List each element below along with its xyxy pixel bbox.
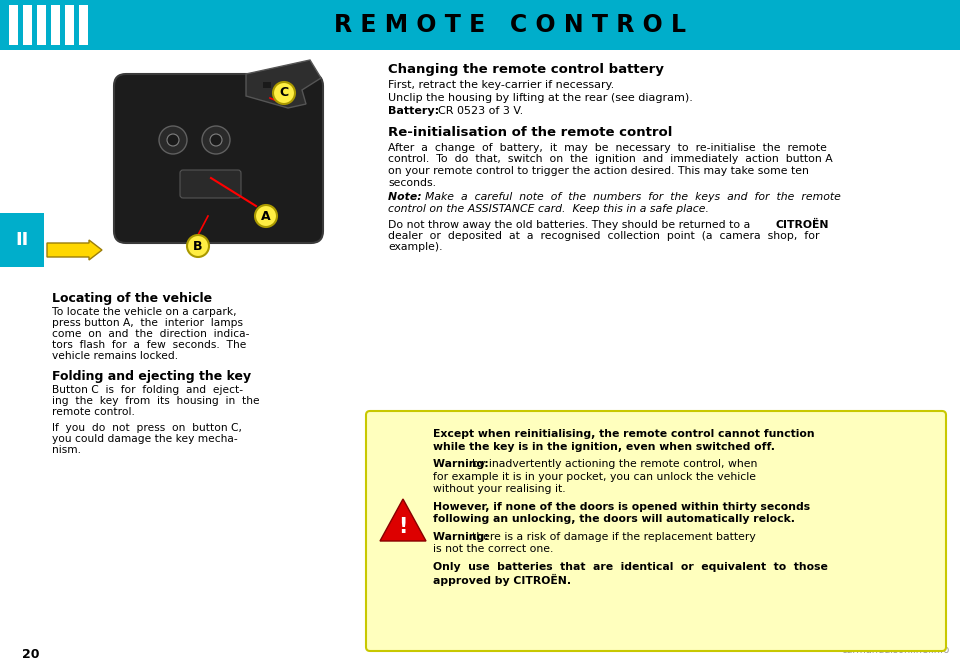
Polygon shape: [246, 60, 321, 108]
Text: Warning:: Warning:: [433, 459, 492, 469]
Text: approved by CITROËN.: approved by CITROËN.: [433, 574, 571, 586]
FancyBboxPatch shape: [366, 411, 946, 651]
Text: R E M O T E   C O N T R O L: R E M O T E C O N T R O L: [334, 13, 686, 37]
Text: dealer  or  deposited  at  a  recognised  collection  point  (a  camera  shop,  : dealer or deposited at a recognised coll…: [388, 231, 820, 241]
Text: press button A,  the  interior  lamps: press button A, the interior lamps: [52, 318, 243, 328]
Bar: [0, 0, 960, 50]
Text: come  on  and  the  direction  indica-: come on and the direction indica-: [52, 329, 250, 339]
FancyArrow shape: [47, 240, 102, 260]
Text: Make  a  careful  note  of  the  numbers  for  the  keys  and  for  the  remote: Make a careful note of the numbers for t…: [425, 192, 841, 202]
Text: Battery:: Battery:: [388, 106, 446, 116]
Text: following an unlocking, the doors will automatically relock.: following an unlocking, the doors will a…: [433, 514, 795, 524]
Text: without your realising it.: without your realising it.: [433, 484, 565, 494]
FancyBboxPatch shape: [114, 74, 323, 243]
Text: while the key is in the ignition, even when switched off.: while the key is in the ignition, even w…: [433, 442, 775, 452]
Bar: [263, 82, 271, 88]
Bar: [0, 213, 44, 267]
Bar: [37, 5, 46, 45]
Text: control on the ASSISTANCE card.  Keep this in a safe place.: control on the ASSISTANCE card. Keep thi…: [388, 204, 709, 213]
Text: After  a  change  of  battery,  it  may  be  necessary  to  re-initialise  the  : After a change of battery, it may be nec…: [388, 143, 827, 153]
Circle shape: [159, 126, 187, 154]
Text: Do not throw away the old batteries. They should be returned to a: Do not throw away the old batteries. The…: [388, 219, 754, 229]
Text: Folding and ejecting the key: Folding and ejecting the key: [52, 370, 252, 383]
Text: 20: 20: [22, 648, 39, 661]
Text: carmanualsonline.info: carmanualsonline.info: [842, 645, 950, 655]
Text: Warning:: Warning:: [433, 532, 492, 542]
Text: To locate the vehicle on a carpark,: To locate the vehicle on a carpark,: [52, 307, 236, 317]
Circle shape: [187, 235, 209, 257]
Text: C: C: [279, 86, 289, 99]
Text: !: !: [398, 517, 408, 537]
Circle shape: [167, 134, 179, 146]
Text: remote control.: remote control.: [52, 407, 134, 417]
Text: ing  the  key  from  its  housing  in  the: ing the key from its housing in the: [52, 396, 259, 406]
Bar: [9, 5, 18, 45]
Bar: [51, 5, 60, 45]
Text: Changing the remote control battery: Changing the remote control battery: [388, 63, 664, 76]
Text: seconds.: seconds.: [388, 178, 436, 188]
Text: If  you  do  not  press  on  button C,: If you do not press on button C,: [52, 423, 242, 433]
Text: example).: example).: [388, 243, 443, 253]
Text: Re-initialisation of the remote control: Re-initialisation of the remote control: [388, 126, 672, 139]
Text: on your remote control to trigger the action desired. This may take some ten: on your remote control to trigger the ac…: [388, 166, 809, 176]
Text: control.  To  do  that,  switch  on  the  ignition  and  immediately  action  bu: control. To do that, switch on the ignit…: [388, 154, 832, 164]
Text: CITROËN: CITROËN: [776, 219, 829, 229]
Bar: [23, 5, 32, 45]
Text: II: II: [15, 231, 29, 249]
Text: Button C  is  for  folding  and  eject-: Button C is for folding and eject-: [52, 385, 243, 395]
Text: is not the correct one.: is not the correct one.: [433, 544, 553, 554]
FancyBboxPatch shape: [180, 170, 241, 198]
Bar: [65, 5, 74, 45]
Text: there is a risk of damage if the replacement battery: there is a risk of damage if the replace…: [472, 532, 756, 542]
Text: for example it is in your pocket, you can unlock the vehicle: for example it is in your pocket, you ca…: [433, 471, 756, 481]
Text: tors  flash  for  a  few  seconds.  The: tors flash for a few seconds. The: [52, 340, 247, 350]
Text: Note:: Note:: [388, 192, 429, 202]
Circle shape: [255, 205, 277, 227]
Text: by inadvertently actioning the remote control, when: by inadvertently actioning the remote co…: [472, 459, 757, 469]
Circle shape: [202, 126, 230, 154]
Text: Unclip the housing by lifting at the rear (see diagram).: Unclip the housing by lifting at the rea…: [388, 93, 693, 103]
Text: A: A: [261, 210, 271, 223]
Text: you could damage the key mecha-: you could damage the key mecha-: [52, 434, 238, 444]
Circle shape: [210, 134, 222, 146]
Text: nism.: nism.: [52, 445, 81, 455]
Polygon shape: [380, 499, 426, 541]
Text: Except when reinitialising, the remote control cannot function: Except when reinitialising, the remote c…: [433, 429, 815, 439]
Text: B: B: [193, 239, 203, 253]
Text: CR 0523 of 3 V.: CR 0523 of 3 V.: [438, 106, 523, 116]
Bar: [79, 5, 88, 45]
Text: Locating of the vehicle: Locating of the vehicle: [52, 292, 212, 305]
Text: However, if none of the doors is opened within thirty seconds: However, if none of the doors is opened …: [433, 501, 810, 511]
Text: First, retract the key-carrier if necessary.: First, retract the key-carrier if necess…: [388, 80, 614, 90]
Text: vehicle remains locked.: vehicle remains locked.: [52, 351, 179, 361]
Text: Only  use  batteries  that  are  identical  or  equivalent  to  those: Only use batteries that are identical or…: [433, 562, 828, 572]
Circle shape: [273, 82, 295, 104]
